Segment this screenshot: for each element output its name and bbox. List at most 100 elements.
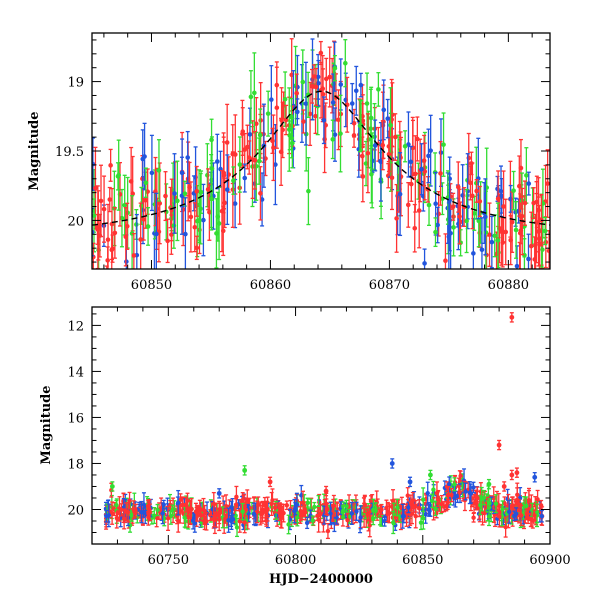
data-point bbox=[405, 493, 410, 498]
x-tick-label: 60850 bbox=[402, 553, 443, 568]
data-point bbox=[439, 501, 444, 507]
data-point bbox=[446, 234, 452, 240]
data-point bbox=[165, 238, 170, 244]
data-point bbox=[365, 150, 371, 156]
data-point bbox=[385, 116, 391, 121]
x-tick-label: 60870 bbox=[369, 278, 410, 293]
data-point bbox=[372, 143, 378, 148]
data-point bbox=[168, 502, 173, 508]
data-point bbox=[277, 509, 283, 514]
data-point bbox=[378, 159, 384, 165]
data-point bbox=[230, 517, 236, 522]
data-point bbox=[471, 211, 477, 216]
data-point bbox=[425, 490, 430, 496]
data-point bbox=[313, 113, 318, 119]
data-point bbox=[468, 180, 473, 186]
data-point bbox=[327, 74, 333, 80]
data-point bbox=[217, 517, 222, 522]
data-point bbox=[446, 492, 451, 497]
data-point bbox=[471, 485, 476, 490]
data-point bbox=[312, 504, 317, 510]
data-point bbox=[514, 470, 520, 476]
data-point bbox=[535, 497, 540, 502]
data-point bbox=[458, 473, 463, 479]
data-point bbox=[503, 524, 508, 530]
data-point bbox=[298, 508, 303, 514]
data-point bbox=[185, 506, 190, 511]
x-tick-label: 60880 bbox=[488, 278, 529, 293]
data-point bbox=[204, 519, 209, 524]
data-point bbox=[489, 239, 495, 245]
data-point bbox=[323, 488, 329, 494]
data-point bbox=[397, 191, 403, 197]
data-point bbox=[172, 191, 177, 196]
x-tick-label: 60860 bbox=[250, 278, 291, 293]
data-point bbox=[447, 482, 452, 487]
data-point bbox=[407, 479, 413, 485]
data-point bbox=[509, 314, 515, 320]
data-point bbox=[534, 219, 539, 225]
data-point bbox=[524, 511, 530, 517]
data-point bbox=[198, 189, 204, 195]
data-point bbox=[420, 497, 426, 502]
data-point bbox=[332, 65, 338, 71]
data-point bbox=[388, 122, 393, 128]
data-point bbox=[232, 201, 238, 206]
data-point bbox=[470, 193, 475, 199]
data-point bbox=[431, 487, 436, 492]
data-point bbox=[195, 511, 200, 516]
data-point bbox=[215, 159, 220, 164]
data-point bbox=[492, 233, 498, 239]
data-point bbox=[428, 472, 433, 478]
data-point bbox=[294, 91, 300, 96]
data-point bbox=[435, 222, 440, 228]
data-point bbox=[433, 229, 438, 235]
data-point bbox=[517, 183, 522, 189]
data-point bbox=[496, 442, 502, 448]
data-point bbox=[175, 198, 180, 204]
data-point bbox=[391, 520, 396, 525]
data-point bbox=[252, 157, 258, 163]
data-point bbox=[452, 482, 457, 487]
model-curve bbox=[92, 90, 550, 226]
data-point bbox=[501, 204, 506, 209]
data-point bbox=[530, 507, 535, 513]
data-point bbox=[325, 528, 331, 534]
data-point bbox=[170, 508, 175, 513]
data-point bbox=[426, 153, 431, 159]
y-tick-label: 16 bbox=[67, 411, 84, 426]
data-point bbox=[500, 240, 505, 245]
data-point bbox=[123, 234, 129, 240]
y-tick-label: 20 bbox=[67, 214, 84, 229]
data-point bbox=[305, 500, 311, 506]
data-point bbox=[509, 472, 515, 478]
data-point bbox=[486, 514, 492, 519]
data-point bbox=[487, 500, 492, 506]
data-point bbox=[367, 523, 373, 528]
x-tick-label: 60750 bbox=[148, 553, 189, 568]
data-point bbox=[304, 520, 310, 526]
data-point bbox=[294, 515, 300, 520]
data-point bbox=[101, 206, 107, 212]
data-point bbox=[242, 520, 247, 525]
data-point bbox=[358, 515, 363, 520]
data-point bbox=[306, 188, 311, 194]
data-point bbox=[154, 231, 159, 237]
data-point bbox=[498, 188, 504, 194]
data-point bbox=[283, 117, 289, 123]
data-point bbox=[155, 507, 160, 513]
data-point bbox=[242, 467, 248, 473]
data-point bbox=[293, 506, 298, 511]
data-point bbox=[413, 513, 418, 519]
data-point bbox=[119, 507, 124, 513]
y-tick-label: 14 bbox=[67, 365, 84, 380]
data-point bbox=[286, 522, 291, 527]
data-point bbox=[127, 498, 132, 503]
data-point bbox=[109, 484, 115, 489]
data-point bbox=[194, 245, 200, 251]
data-point bbox=[528, 243, 534, 249]
data-point bbox=[211, 501, 217, 507]
data-point bbox=[372, 134, 377, 139]
data-point bbox=[364, 101, 370, 106]
